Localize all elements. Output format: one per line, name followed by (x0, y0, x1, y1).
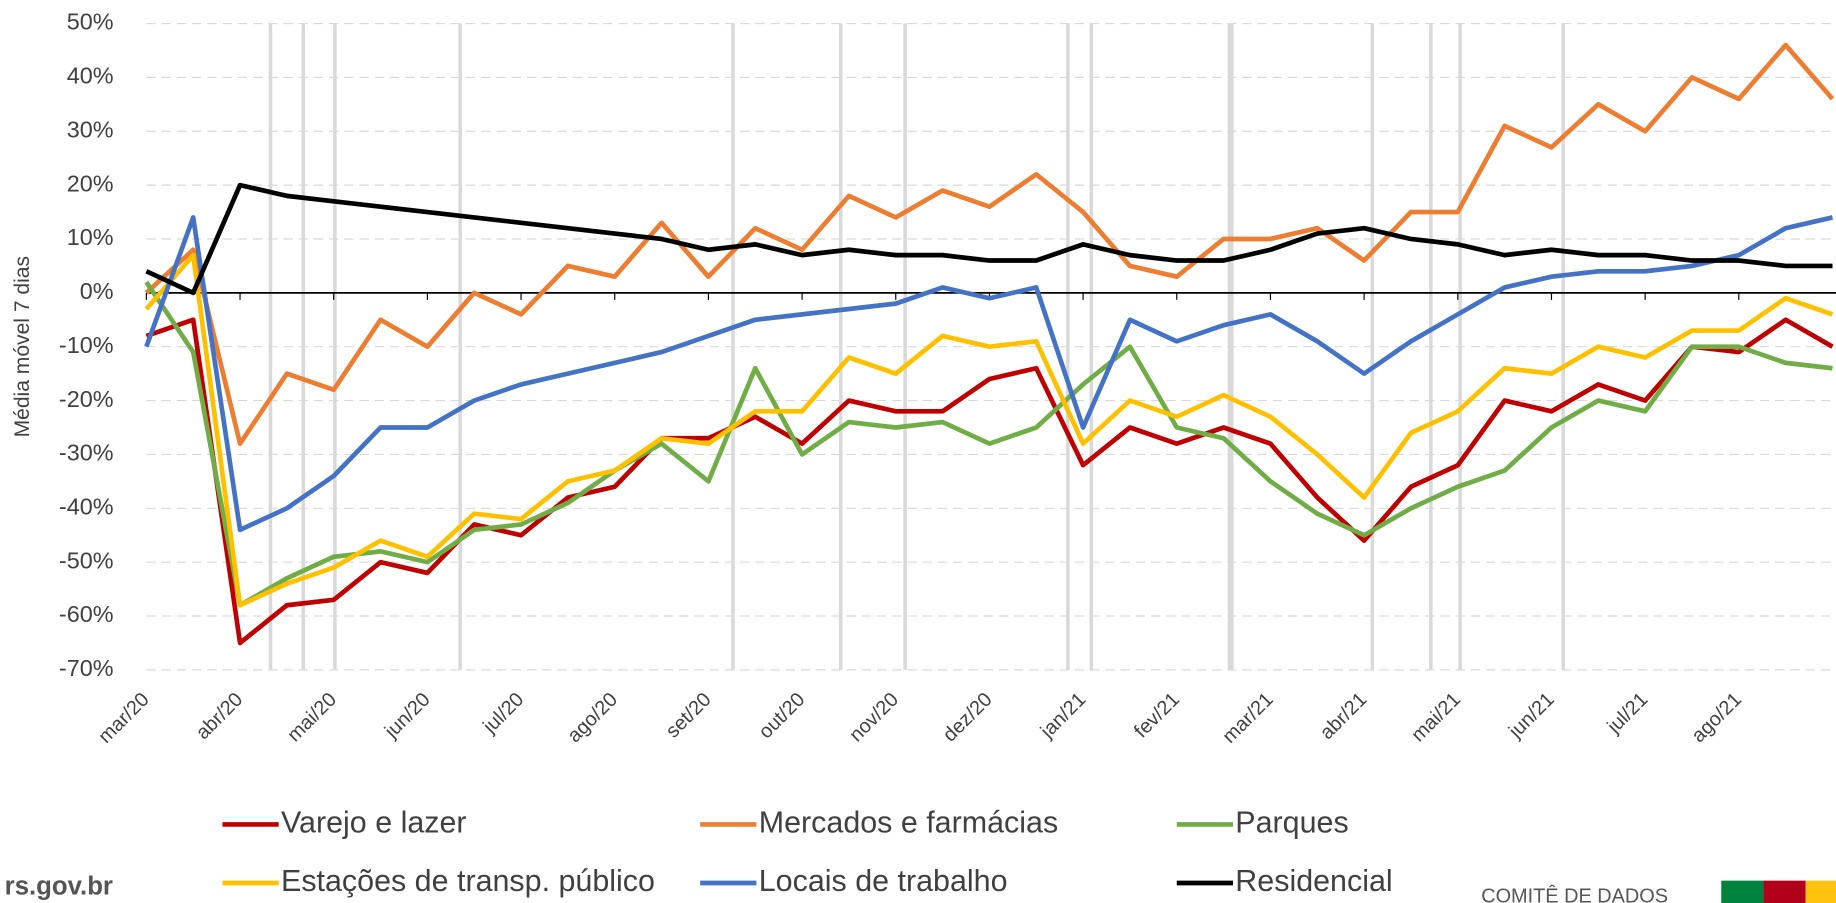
series-line (144, 215, 1834, 533)
y-tick-label: 20% (67, 170, 114, 196)
y-tick-label: -30% (59, 440, 114, 466)
x-tick-label: dez/20 (939, 688, 997, 746)
x-tick-label: mai/21 (1407, 688, 1465, 746)
x-tick-label: jun/21 (1504, 688, 1559, 743)
legend-label: Varejo e lazer (281, 805, 467, 839)
x-tick-label: jun/20 (380, 688, 435, 743)
x-tick-label: ago/20 (563, 688, 622, 747)
y-tick-label: 40% (67, 63, 114, 89)
x-tick-label: fev/21 (1130, 688, 1184, 742)
y-tick-label: -40% (59, 493, 114, 519)
x-tick-label: ago/21 (1687, 688, 1746, 747)
series-line (145, 182, 1833, 296)
series-line (144, 252, 1834, 608)
x-tick-label: set/20 (662, 688, 716, 742)
y-tick-label: 50% (67, 9, 114, 35)
x-tick-label: mai/20 (283, 688, 341, 746)
y-tick-label: -50% (59, 547, 114, 573)
y-tick-label: 0% (80, 278, 114, 304)
x-tick-label: mar/21 (1218, 688, 1277, 747)
x-tick-label: abr/20 (192, 688, 247, 743)
y-tick-label: -60% (59, 601, 114, 627)
series-line (145, 317, 1834, 646)
series-line (144, 42, 1835, 446)
x-tick-label: mar/20 (94, 688, 153, 747)
logo-green (1721, 880, 1764, 903)
footer-org: COMITÊ DE DADOS (1481, 884, 1668, 903)
y-tick-label: -70% (59, 655, 114, 681)
y-axis-label: Média móvel 7 dias (11, 256, 34, 437)
y-tick-label: 30% (67, 116, 114, 142)
x-tick-label: jul/21 (1602, 688, 1652, 738)
y-tick-label: -20% (59, 386, 114, 412)
logo-yellow (1805, 880, 1836, 903)
series-line (144, 280, 1833, 608)
x-tick-label: jul/20 (478, 688, 528, 738)
y-tick-label: -10% (59, 332, 114, 358)
x-tick-label: abr/21 (1316, 688, 1371, 743)
y-tick-label: 10% (67, 224, 114, 250)
legend-label: Locais de trabalho (759, 864, 1008, 898)
legend-label: Residencial (1235, 864, 1392, 898)
legend-label: Estações de transp. público (281, 864, 655, 898)
logo-red (1763, 880, 1806, 903)
x-tick-label: nov/20 (845, 688, 903, 746)
legend-label: Parques (1235, 805, 1348, 839)
footer-site: rs.gov.br (5, 872, 113, 900)
x-tick-label: out/20 (755, 688, 810, 743)
legend-label: Mercados e farmácias (759, 805, 1058, 839)
x-tick-label: jan/21 (1036, 688, 1091, 743)
